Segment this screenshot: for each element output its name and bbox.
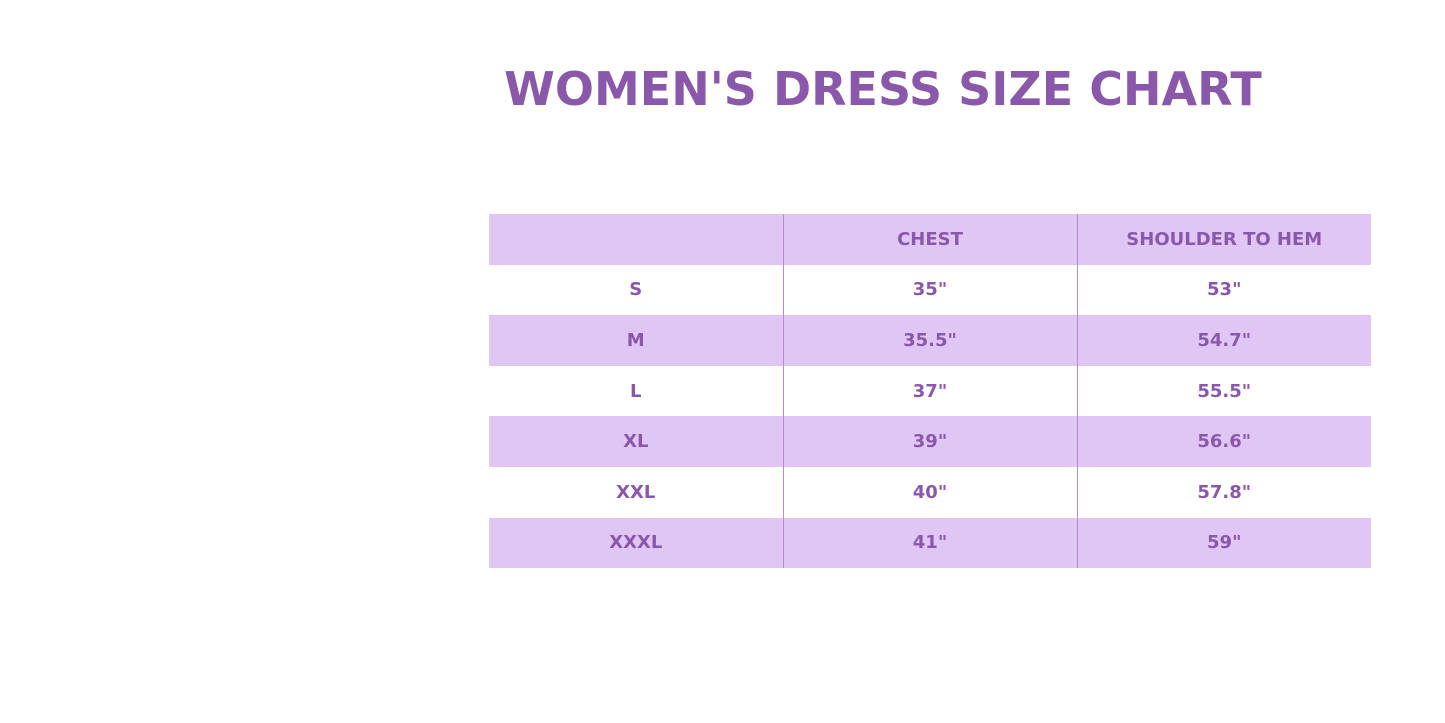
table-row: XXL 40" 57.8"	[489, 466, 1371, 518]
header-shoulder-to-hem: SHOULDER TO HEM	[1076, 214, 1371, 265]
chest-cell: 39"	[782, 416, 1077, 467]
table-row: S 35" 53"	[489, 264, 1371, 316]
header-size	[489, 214, 783, 265]
size-cell: S	[629, 279, 643, 301]
table-row: XL 39" 56.6"	[489, 416, 1371, 467]
size-cell: XXL	[616, 481, 656, 503]
shoulder-to-hem-cell: 55.5"	[1076, 365, 1371, 417]
size-cell: XL	[489, 416, 783, 467]
shoulder-to-hem-cell: 56.6"	[1076, 416, 1371, 467]
chest-cell: 35"	[782, 264, 1077, 316]
table-row: L 37" 55.5"	[489, 365, 1371, 417]
header-chest: CHEST	[782, 214, 1077, 265]
size-cell: M	[489, 315, 783, 366]
table-row: XXXL 41" 59"	[489, 517, 1371, 569]
shoulder-to-hem-cell: 59"	[1076, 517, 1371, 569]
table-header-row: CHEST SHOULDER TO HEM	[489, 214, 1371, 265]
page-title: WOMEN'S DRESS SIZE CHART	[504, 62, 1262, 116]
size-cell: L	[630, 380, 642, 402]
size-cell: XXXL	[489, 517, 783, 569]
chest-cell: 41"	[782, 517, 1077, 569]
chest-cell: 35.5"	[782, 315, 1077, 366]
chest-cell: 37"	[782, 365, 1077, 417]
shoulder-to-hem-cell: 54.7"	[1076, 315, 1371, 366]
shoulder-to-hem-cell: 57.8"	[1076, 466, 1371, 518]
size-chart-table: CHEST SHOULDER TO HEM S 35" 53" M 35.5" …	[489, 214, 1371, 569]
shoulder-to-hem-cell: 53"	[1076, 264, 1371, 316]
table-row: M 35.5" 54.7"	[489, 315, 1371, 366]
chest-cell: 40"	[782, 466, 1077, 518]
